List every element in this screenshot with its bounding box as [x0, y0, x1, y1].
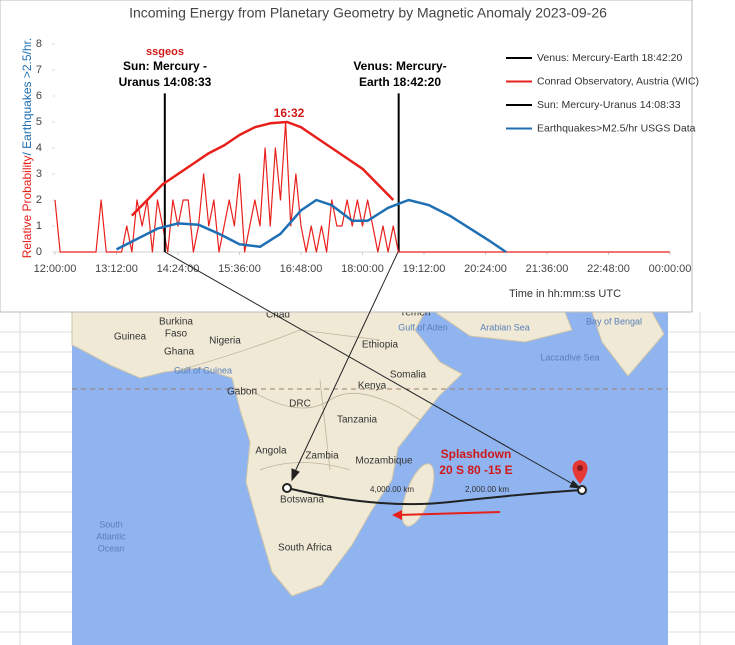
map-label: Kenya	[358, 381, 387, 392]
scale-label: 2,000.00 km	[465, 485, 509, 494]
madagascar	[401, 463, 435, 527]
y-tick-label: 2	[36, 194, 42, 206]
map-label: Somalia	[390, 370, 427, 381]
x-tick-label: 21:36:00	[526, 263, 569, 275]
x-tick-label: 22:48:00	[587, 263, 630, 275]
map-label: DRC	[289, 399, 311, 410]
map-label: Chad	[266, 310, 290, 321]
x-tick-label: 15:36:00	[218, 263, 261, 275]
annotation: Sun: Mercury -	[123, 59, 207, 73]
pin-dot	[577, 465, 583, 471]
series-line	[115, 198, 507, 254]
y-tick-label: 8	[36, 38, 42, 50]
y-tick-label: 5	[36, 116, 42, 128]
map-label: Bay of Bengal	[586, 316, 642, 326]
x-tick-label: 16:48:00	[280, 263, 323, 275]
y-tick-label: 7	[36, 64, 42, 76]
annotation: Venus: Mercury-	[353, 59, 446, 73]
pin	[572, 460, 588, 484]
map-label: Gulf of Aden	[398, 322, 448, 332]
borders	[179, 329, 421, 471]
y-tick-label: 3	[36, 168, 42, 180]
x-axis-label: Time in hh:mm:ss UTC	[509, 288, 621, 300]
red-arrow-head	[392, 510, 402, 520]
africa	[71, 311, 463, 597]
annotation: ssgeos	[146, 46, 184, 58]
map-label: Laccadive Sea	[540, 352, 599, 362]
route-start	[282, 483, 292, 493]
red-arrow	[397, 511, 501, 516]
x-tick-label: 14:24:00	[157, 263, 200, 275]
chart-frame	[0, 0, 693, 313]
y-tick-label: 4	[36, 142, 42, 154]
legend-label: Conrad Observatory, Austria (WIC)	[537, 75, 699, 87]
x-tick-label: 18:00:00	[341, 263, 384, 275]
annotation: Uranus 14:08:33	[119, 75, 212, 89]
map-label: Arabian Sea	[480, 322, 530, 332]
map-label: Atlantic	[96, 531, 126, 541]
map-label: Ocean	[98, 543, 125, 553]
legend-label: Venus: Mercury-Earth 18:42:20	[537, 52, 682, 64]
x-tick-label: 19:12:00	[403, 263, 446, 275]
annotation: 16:32	[274, 106, 305, 120]
y-label-part: / Earthquakes >2.5/hr.	[20, 38, 34, 156]
x-tick-label: 00:00:00	[649, 263, 692, 275]
y-tick-label: 6	[36, 90, 42, 102]
map-label: Tanzania	[337, 415, 377, 426]
map: Chad Yemen Gulf of Aden Arabian Sea Bay …	[71, 308, 668, 645]
map-annotation: Splashdown	[441, 447, 512, 461]
map-label: Botswana	[280, 495, 324, 506]
y-axis-label: Relative Probability/ Earthquakes >2.5/h…	[20, 38, 34, 258]
map-label: Mozambique	[355, 456, 413, 467]
chart: Incoming Energy from Planetary Geometry …	[20, 5, 699, 300]
y-tick-label: 0	[36, 246, 42, 258]
x-tick-label: 12:00:00	[34, 263, 77, 275]
connector-arrows	[164, 251, 582, 489]
map-label: Burkina	[159, 317, 193, 328]
scale-label: 4,000.00 km	[370, 485, 414, 494]
legend-label: Sun: Mercury-Uranus 14:08:33	[537, 99, 681, 111]
map-label: Ethiopia	[362, 340, 399, 351]
y-label-part: Relative Probability	[20, 156, 34, 259]
x-tick-label: 13:12:00	[95, 263, 138, 275]
map-label: South Africa	[278, 543, 332, 554]
legend-label: Earthquakes>M2.5/hr USGS Data	[537, 122, 696, 134]
map-label: Gulf of Guinea	[174, 365, 232, 375]
chart-title: Incoming Energy from Planetary Geometry …	[129, 5, 607, 21]
map-annotation: 20 S 80 -15 E	[439, 463, 512, 477]
map-label: Faso	[165, 329, 188, 340]
map-label: Zambia	[305, 451, 339, 462]
y-tick-label: 1	[36, 220, 42, 232]
annotation: Earth 18:42:20	[359, 75, 441, 89]
route	[286, 487, 583, 506]
map-label: Guinea	[114, 332, 147, 343]
x-tick-label: 20:24:00	[464, 263, 507, 275]
map-label: Angola	[255, 446, 287, 457]
map-label: Yemen	[400, 308, 431, 319]
map-label: Gabon	[227, 387, 257, 398]
spreadsheet-grid	[0, 312, 735, 645]
map-label: Ghana	[164, 347, 194, 358]
series-line	[130, 120, 395, 217]
map-label: South	[99, 519, 123, 529]
series-line	[54, 121, 670, 253]
map-label: Nigeria	[209, 336, 241, 347]
